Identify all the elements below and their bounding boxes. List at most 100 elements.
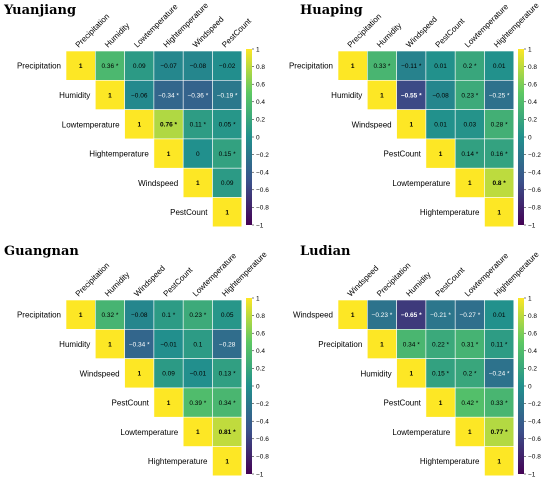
- colorbar-tick-label: 0.4: [256, 348, 265, 355]
- heatmap-cell: [484, 109, 515, 140]
- cell-value-label: 0.15 *: [432, 371, 449, 378]
- heatmap-cell: [484, 50, 515, 81]
- heatmap-cell: [484, 138, 515, 169]
- cell-value-label: −0.24 *: [489, 371, 510, 378]
- cell-value-label: −0.08: [131, 312, 148, 319]
- heatmap-cell: [484, 197, 515, 228]
- cell-value-label: 1: [108, 92, 112, 99]
- row-label-hightemperature: Hightemperature: [420, 457, 480, 466]
- colorbar-tick-label: −0.4: [256, 170, 269, 177]
- colorbar-tick-label: −0.8: [528, 205, 541, 212]
- cell-value-label: 1: [380, 92, 384, 99]
- cell-value-label: −0.25 *: [489, 92, 510, 99]
- heatmap-cell: [454, 416, 485, 447]
- heatmap-cell: [337, 50, 368, 81]
- cell-value-label: 0.33 *: [373, 63, 390, 70]
- colorbar-tick-label: 0.8: [528, 313, 537, 320]
- colorbar: [246, 298, 252, 474]
- cell-value-label: 0.33 *: [491, 400, 508, 407]
- cell-value-label: 1: [409, 371, 413, 378]
- panel-huaping: Huaping 1 0.33 * −0.11 * 0.01 0.2 * 0.01 1 −0.55…: [289, 1, 541, 230]
- cell-value-label: 1: [351, 312, 355, 319]
- colorbar-tick-label: −1: [528, 222, 536, 229]
- colorbar-tick-label: 0.6: [256, 331, 265, 338]
- heatmap-cell: [454, 387, 485, 418]
- cell-value-label: 0.81 *: [219, 429, 236, 436]
- cell-value-label: 1: [167, 151, 171, 158]
- cell-value-label: 0.8 *: [492, 180, 506, 187]
- cell-value-label: 1: [167, 400, 171, 407]
- colorbar-tick-label: −1: [528, 471, 536, 478]
- heatmap-cell: [425, 50, 456, 81]
- row-label-precipitation: Precipitation: [289, 62, 333, 71]
- cell-value-label: 0.01: [434, 122, 447, 129]
- colorbar-tick-label: 1: [256, 46, 260, 53]
- cell-value-label: −0.55 *: [401, 92, 422, 99]
- cell-value-label: −0.07: [160, 63, 177, 70]
- row-label-pestcount: PestCount: [112, 399, 150, 408]
- cell-value-label: 0.31 *: [461, 341, 478, 348]
- cell-value-label: 0.2 *: [463, 63, 477, 70]
- panel-ludian: Ludian 1 −0.23 * −0.65 * −0.21 * −0.27 * 0.01 1…: [293, 244, 541, 478]
- heatmap-cell: [484, 299, 515, 330]
- heatmap-cell: [212, 446, 243, 477]
- cell-value-label: 0.03: [464, 122, 477, 129]
- colorbar-tick-label: 0: [528, 134, 532, 141]
- column-label-humidity: Humidity: [404, 270, 432, 298]
- colorbar-tick-label: 0.2: [528, 117, 537, 124]
- panel-yuanjiang: Yuanjiang 1 0.36 * 0.09 −0.07 −0.08 −0.02 1 −0.0…: [3, 1, 269, 230]
- cell-value-label: 0.01: [493, 63, 506, 70]
- heatmap-cell: [153, 138, 184, 169]
- panel-title: Yuanjiang: [3, 3, 76, 18]
- colorbar-tick-label: 0.2: [256, 366, 265, 373]
- column-label-humidity: Humidity: [103, 270, 131, 298]
- colorbar-tick-label: −0.4: [528, 419, 541, 426]
- panel-title: Huaping: [300, 3, 363, 18]
- row-label-humidity: Humidity: [331, 91, 362, 100]
- heatmap-cell: [425, 80, 456, 110]
- colorbar-tick-label: 0.6: [256, 82, 265, 89]
- row-label-lowtemperature: Lowtemperature: [392, 428, 450, 437]
- heatmap-cell: [212, 358, 243, 389]
- heatmap-cell: [454, 167, 485, 198]
- panel-guangnan: Guangnan 1 0.32 * −0.08 0.1 * 0.23 * 0.05 1 −0.3…: [4, 244, 269, 478]
- heatmap-cell: [182, 80, 213, 110]
- row-label-hightemperature: Hightemperature: [148, 457, 208, 466]
- colorbar-tick-label: 1: [528, 295, 532, 302]
- row-label-pestcount: PestCount: [384, 399, 422, 408]
- cell-value-label: 0.11 *: [190, 122, 207, 129]
- cell-value-label: 0.01: [434, 63, 447, 70]
- cell-value-label: 1: [380, 341, 384, 348]
- heatmap-cell: [212, 387, 243, 418]
- colorbar-tick-label: 0.8: [256, 313, 265, 320]
- cell-value-label: 0: [196, 151, 200, 158]
- heatmap-cell: [425, 109, 456, 140]
- colorbar-tick-label: −0.8: [256, 205, 269, 212]
- colorbar-tick-label: 0.4: [528, 99, 537, 106]
- heatmap-cell: [212, 328, 243, 359]
- heatmap-cell: [212, 138, 243, 169]
- row-label-humidity: Humidity: [59, 91, 90, 100]
- cell-value-label: −0.23 *: [372, 312, 393, 319]
- cell-value-label: 0.36 *: [101, 63, 118, 70]
- cell-value-label: −0.08: [190, 63, 207, 70]
- cell-value-label: −0.06: [131, 92, 148, 99]
- cell-value-label: 1: [137, 371, 141, 378]
- panel-title: Ludian: [300, 244, 351, 259]
- row-label-lowtemperature: Lowtemperature: [120, 428, 178, 437]
- cell-value-label: 0.22 *: [432, 341, 449, 348]
- cell-value-label: 1: [79, 63, 83, 70]
- colorbar: [246, 49, 252, 225]
- cell-value-label: 0.01: [493, 312, 506, 319]
- cell-value-label: 0.09: [133, 63, 146, 70]
- heatmap-cell: [182, 109, 213, 140]
- heatmap-cell: [396, 358, 427, 389]
- heatmap-cell: [337, 299, 368, 330]
- heatmap-cell: [65, 299, 96, 330]
- row-label-windspeed: Windspeed: [80, 369, 120, 378]
- cell-value-label: 0.77 *: [491, 429, 508, 436]
- heatmap-cell: [124, 50, 155, 81]
- cell-value-label: 0.34 *: [219, 400, 236, 407]
- heatmap-cell: [95, 328, 125, 359]
- colorbar-tick-label: 0.4: [256, 99, 265, 106]
